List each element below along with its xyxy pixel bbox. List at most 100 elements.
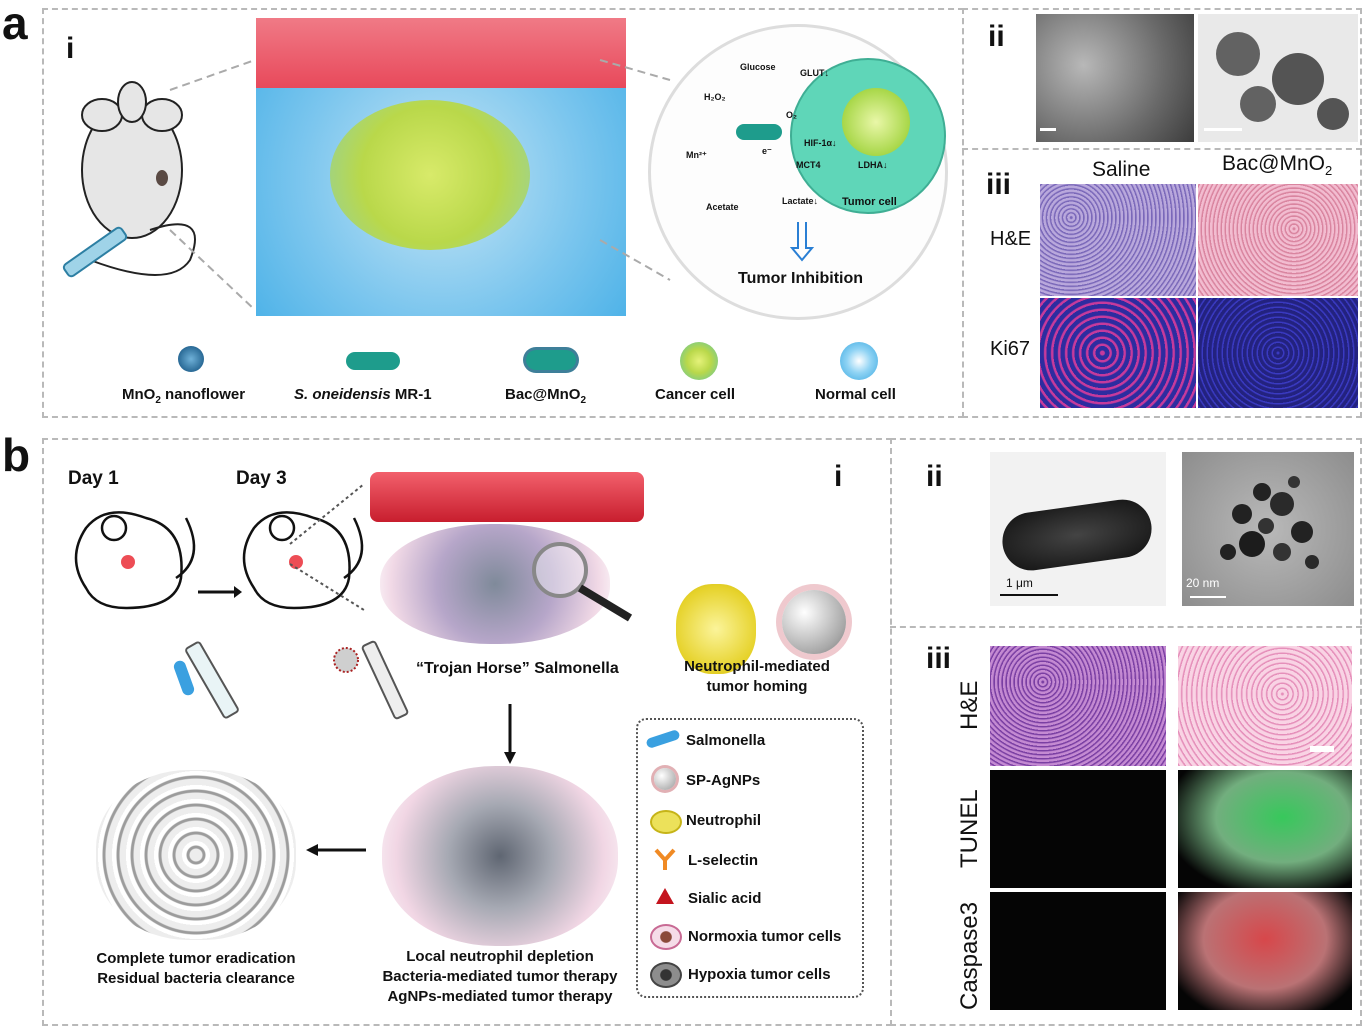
legend-sialic: Sialic acid: [688, 890, 762, 907]
legend-normal: Normal cell: [815, 386, 896, 403]
down-arrow-icon: [789, 222, 815, 262]
legend-bacteria: S. oneidensis MR-1: [294, 386, 432, 403]
glut-label: GLUT↓: [800, 68, 829, 78]
eradication-label-2: Residual bacteria clearance: [97, 970, 295, 987]
legend-hypoxia: Hypoxia tumor cells: [688, 966, 831, 983]
saline-header: Saline: [1092, 158, 1151, 181]
hif-label: HIF-1α↓: [804, 138, 837, 148]
caspase3-row-label: Caspase3: [956, 901, 983, 1010]
legend-hypoxia-icon: [650, 962, 682, 988]
he-b-control-image: [990, 646, 1166, 766]
day3-label: Day 3: [236, 468, 287, 489]
legend-agnp-icon: [654, 768, 676, 790]
day1-label: Day 1: [68, 468, 119, 489]
day-arrow-icon: [198, 586, 242, 598]
electron-label: e⁻: [762, 146, 772, 156]
panel-a-i-label: i: [66, 32, 75, 65]
tunel-row-label: TUNEL: [956, 789, 983, 868]
panel-b-right-frame: [890, 438, 1362, 1026]
sem-scale-bar: [1040, 128, 1056, 131]
legend-agnp: SP-AgNPs: [686, 772, 761, 789]
panel-a-ii-label: ii: [988, 20, 1005, 53]
panel-b-divider: [890, 626, 1362, 628]
tem-scale-bar: [1204, 128, 1242, 131]
panel-b-i-label: i: [834, 460, 843, 493]
legend-normoxia: Normoxia tumor cells: [688, 928, 842, 945]
tem-nanoflowers: [1216, 32, 1349, 130]
lactate-label: Lactate↓: [782, 196, 819, 206]
vessel-b: [370, 472, 644, 522]
tumor-cell-nucleus: [842, 88, 910, 156]
therapy-label-1: Local neutrophil depletion: [406, 948, 594, 965]
ldha-label: LDHA↓: [858, 160, 888, 170]
sem-image: [1036, 14, 1194, 142]
glucose-label: Glucose: [740, 62, 776, 72]
eradicated-tumor: [96, 770, 296, 940]
syringe-bacteria-icon: [173, 641, 239, 719]
panel-a-divider: [962, 148, 1362, 150]
tumor-b-bottom: [382, 766, 618, 946]
legend-lselectin: L-selectin: [688, 852, 759, 869]
he-treated-image: [1198, 184, 1358, 296]
tem-agnp-scale-bar: [1190, 596, 1226, 598]
bacterium-in-circle: [736, 124, 782, 140]
tem-bacterium-scale-bar: [1000, 594, 1058, 596]
legend-neutrophil: Neutrophil: [686, 812, 761, 829]
he-row-label: H&E: [990, 228, 1032, 250]
scale-1um: 1 μm: [1006, 576, 1033, 590]
ki67-saline-image: [1040, 298, 1196, 408]
mouse-day1: [74, 511, 196, 610]
left-arrow-b-icon: [306, 844, 366, 856]
tunel-treated-image: [1178, 770, 1352, 888]
legend-cancer: Cancer cell: [655, 386, 736, 403]
legend-bacteria-icon: [346, 352, 400, 370]
zoom-lines-right: [599, 59, 671, 281]
panel-a-iii-label: iii: [986, 168, 1012, 201]
legend-sialic-icon: [656, 888, 674, 904]
panel-a-right-frame: [962, 8, 1362, 418]
mn-label: Mn²⁺: [686, 150, 707, 160]
panel-a-letter: a: [2, 0, 28, 49]
caspase3-control-image: [990, 892, 1166, 1010]
legend-lselectin-icon: [654, 848, 676, 870]
tunel-control-image: [990, 770, 1166, 888]
he-saline-image: [1040, 184, 1196, 296]
legend-bac-mno2: Bac@MnO2: [505, 386, 587, 406]
blood-vessel: [256, 18, 626, 88]
he-b-scale-bar: [1310, 746, 1334, 752]
eradication-label-1: Complete tumor eradication: [96, 950, 296, 967]
therapy-label-3: AgNPs-mediated tumor therapy: [387, 988, 613, 1005]
mct4-label: MCT4: [796, 160, 821, 170]
o2-label: O₂: [786, 110, 797, 120]
tumor-core: [330, 100, 530, 250]
trojan-horse-label: “Trojan Horse” Salmonella: [416, 660, 619, 677]
tem-agnp-particles: [1220, 476, 1319, 569]
he-b-row-label: H&E: [956, 680, 983, 730]
scale-20nm: 20 nm: [1186, 576, 1220, 590]
panel-b-iii-label: iii: [926, 642, 952, 675]
legend-bac-mno2-icon: [526, 350, 576, 370]
acetate-label: Acetate: [706, 202, 739, 212]
zoom-lines-left: [169, 59, 256, 311]
syringe-nanoparticle-icon: [333, 640, 409, 720]
legend-box-b: [636, 718, 864, 998]
ki67-row-label: Ki67: [990, 338, 1031, 360]
homing-label-2: tumor homing: [706, 678, 808, 695]
h2o2-label: H₂O₂: [704, 92, 726, 102]
tumor-b-top: [380, 524, 610, 644]
nanoparticle-large: [782, 590, 846, 654]
tumor-inhibition-label: Tumor Inhibition: [738, 270, 864, 287]
caspase3-treated-image: [1178, 892, 1352, 1010]
legend-normoxia-icon: [650, 924, 682, 950]
zoom-lines-b: [289, 483, 365, 611]
legend-salmonella: Salmonella: [686, 732, 766, 749]
tumor-cell-label: Tumor cell: [842, 196, 897, 208]
mouse-day3: [242, 511, 364, 610]
neutrophil-large: [676, 584, 756, 674]
legend-cancer-icon: [680, 342, 718, 380]
bac-mno2-header: Bac@MnO2: [1222, 152, 1333, 179]
legend-neutrophil-icon: [650, 810, 682, 834]
ki67-treated-image: [1198, 298, 1358, 408]
homing-label-1: Neutrophil-mediated: [684, 658, 830, 675]
legend-normal-icon: [840, 342, 878, 380]
